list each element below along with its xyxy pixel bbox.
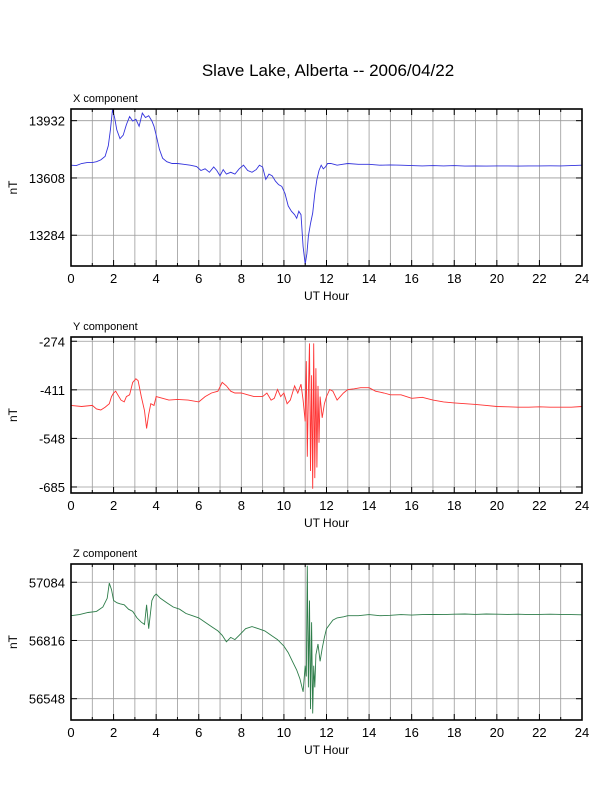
panel-title: Z component (73, 548, 137, 560)
x-tick-label: 22 (532, 271, 546, 286)
x-tick-label: 18 (447, 498, 461, 513)
x-tick-label: 8 (238, 271, 245, 286)
x-tick-label: 20 (490, 271, 504, 286)
x-tick-label: 16 (404, 725, 418, 740)
x-tick-label: 10 (277, 725, 291, 740)
x-tick-label: 2 (110, 498, 117, 513)
x-tick-label: 6 (195, 271, 202, 286)
x-tick-label: 20 (490, 498, 504, 513)
x-tick-label: 22 (532, 725, 546, 740)
x-tick-label: 4 (153, 498, 160, 513)
series-line-y (70, 343, 583, 489)
x-axis-label: UT Hour (304, 289, 349, 303)
x-tick-label: 10 (277, 271, 291, 286)
x-tick-label: 8 (238, 725, 245, 740)
y-tick-label: 13932 (29, 114, 65, 129)
x-tick-label: 12 (319, 271, 333, 286)
x-tick-label: 14 (362, 725, 376, 740)
y-tick-label: 56816 (29, 633, 65, 648)
y-tick-label: 57084 (29, 575, 65, 590)
y-tick-label: 56548 (29, 692, 65, 707)
x-tick-label: 2 (110, 271, 117, 286)
y-tick-label: -411 (40, 383, 65, 398)
x-tick-label: 12 (319, 725, 333, 740)
x-tick-label: 10 (277, 498, 291, 513)
series-line-x (70, 109, 583, 265)
x-tick-label: 6 (195, 498, 202, 513)
y-axis-label: nT (6, 407, 20, 422)
x-axis-label: UT Hour (304, 743, 349, 757)
x-tick-label: 0 (67, 498, 74, 513)
x-tick-label: 14 (362, 271, 376, 286)
x-tick-label: 0 (67, 271, 74, 286)
y-tick-label: -274 (39, 334, 65, 349)
x-tick-label: 16 (404, 498, 418, 513)
x-tick-label: 24 (575, 725, 589, 740)
x-tick-label: 4 (153, 725, 160, 740)
figure-title: Slave Lake, Alberta -- 2006/04/22 (202, 61, 454, 80)
x-tick-label: 8 (238, 498, 245, 513)
panel-title: X component (73, 93, 138, 105)
x-tick-label: 0 (67, 725, 74, 740)
x-tick-label: 4 (153, 271, 160, 286)
y-tick-label: -685 (39, 480, 65, 495)
y-axis-label: nT (6, 180, 20, 195)
y-tick-label: 13284 (29, 228, 65, 243)
x-tick-label: 16 (404, 271, 418, 286)
x-tick-label: 24 (575, 271, 589, 286)
panel-title: Y component (73, 321, 138, 333)
x-tick-label: 22 (532, 498, 546, 513)
series-line-z (70, 565, 583, 714)
y-axis-label: nT (6, 634, 20, 649)
x-tick-label: 18 (447, 725, 461, 740)
x-tick-label: 18 (447, 271, 461, 286)
x-tick-label: 20 (490, 725, 504, 740)
x-tick-label: 24 (575, 498, 589, 513)
x-tick-label: 6 (195, 725, 202, 740)
x-axis-label: UT Hour (304, 516, 349, 530)
y-tick-label: -548 (39, 431, 65, 446)
x-tick-label: 12 (319, 498, 333, 513)
x-tick-label: 2 (110, 725, 117, 740)
y-tick-label: 13608 (29, 171, 65, 186)
x-tick-label: 14 (362, 498, 376, 513)
